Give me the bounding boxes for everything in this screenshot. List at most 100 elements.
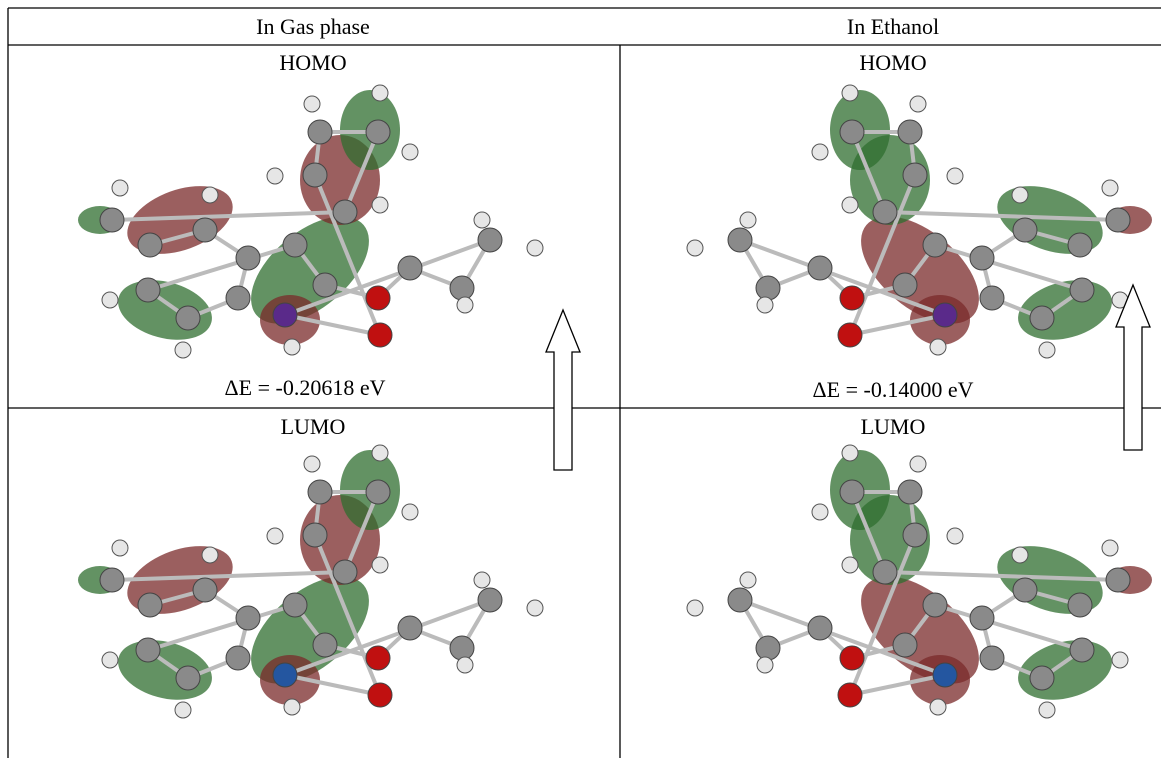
atom [308,480,332,504]
hydrogen [372,197,388,213]
atom [1030,306,1054,330]
hydrogen [910,96,926,112]
atom [756,636,780,660]
hydrogen [267,168,283,184]
atom [138,593,162,617]
atom [1068,233,1092,257]
atom [333,560,357,584]
atom [980,286,1004,310]
atom [1070,638,1094,662]
hydrogen [740,212,756,228]
atom [100,208,124,232]
atom [303,163,327,187]
atom [756,276,780,300]
atom [368,323,392,347]
energy-gap: ΔE = -0.20618 eV [225,376,386,400]
column-header: In Ethanol [847,15,939,39]
atom [933,663,957,687]
hydrogen [1112,652,1128,668]
hydrogen [757,657,773,673]
hydrogen [930,699,946,715]
atom [283,233,307,257]
atom [923,593,947,617]
hydrogen [842,557,858,573]
hydrogen [687,240,703,256]
atom [138,233,162,257]
hydrogen [284,339,300,355]
hydrogen [284,699,300,715]
hydrogen [372,445,388,461]
lumo-label: LUMO [281,415,346,439]
hydrogen [930,339,946,355]
atom [273,303,297,327]
homo-label: HOMO [859,51,926,75]
atom [366,480,390,504]
hydrogen [842,445,858,461]
atom [728,588,752,612]
atom [873,560,897,584]
hydrogen [1012,547,1028,563]
hydrogen [527,240,543,256]
up-arrow [546,310,580,470]
up-arrow [1116,285,1150,450]
atom [478,228,502,252]
atom [478,588,502,612]
atom [1068,593,1092,617]
hydrogen [1012,187,1028,203]
atom [193,578,217,602]
hydrogen [1039,342,1055,358]
hydrogen [304,96,320,112]
atom [333,200,357,224]
atom [838,323,862,347]
atom [226,646,250,670]
page: In Gas phase In Ethanol HOMO HOMO ΔE = -… [0,0,1161,758]
column-header: In Gas phase [256,15,370,39]
hydrogen [1102,180,1118,196]
atom [898,120,922,144]
orbital-lobe [1011,271,1118,350]
hydrogen [527,600,543,616]
atom [873,200,897,224]
atom [838,683,862,707]
hydrogen [947,528,963,544]
hydrogen [402,144,418,160]
atom [136,278,160,302]
hydrogen [457,297,473,313]
atom [1106,208,1130,232]
table-graphics [0,0,1161,758]
atom [303,523,327,547]
energy-gap: ΔE = -0.14000 eV [813,378,974,402]
hydrogen [842,197,858,213]
hydrogen [740,572,756,588]
atom [808,256,832,280]
hydrogen [102,292,118,308]
hydrogen [1102,540,1118,556]
hydrogen [267,528,283,544]
hydrogen [457,657,473,673]
atom [193,218,217,242]
atom [398,616,422,640]
atom [176,306,200,330]
atom [1013,218,1037,242]
atom [903,163,927,187]
lumo-label: LUMO [861,415,926,439]
atom [308,120,332,144]
molecule-images [78,85,1152,718]
atom [226,286,250,310]
atom [1070,278,1094,302]
atom [283,593,307,617]
atom [366,286,390,310]
atom [366,646,390,670]
hydrogen [175,702,191,718]
atom [970,606,994,630]
hydrogen [102,652,118,668]
hydrogen [372,557,388,573]
atom [450,636,474,660]
hydrogen [757,297,773,313]
hydrogen [202,547,218,563]
atom [1106,568,1130,592]
atom [728,228,752,252]
atom [898,480,922,504]
atom [840,286,864,310]
atom [1013,578,1037,602]
